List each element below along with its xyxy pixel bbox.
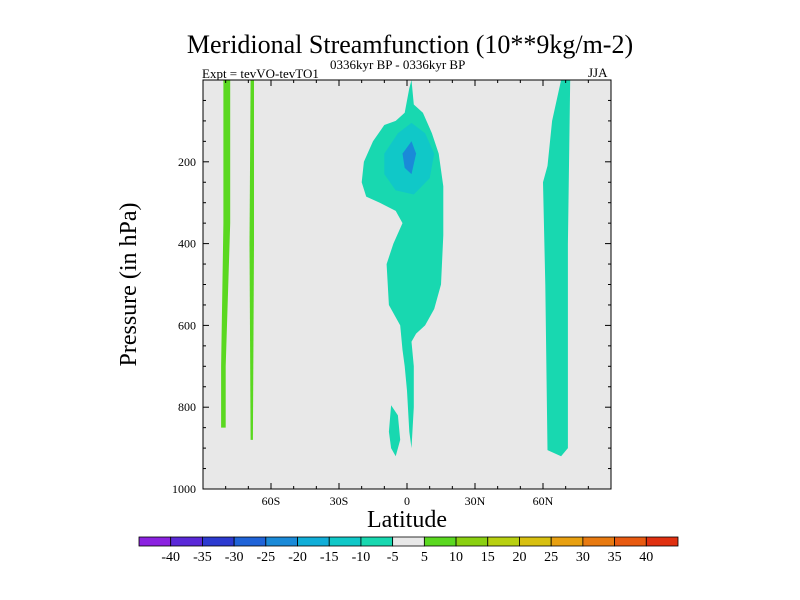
colorbar-label: 20 — [512, 550, 526, 565]
colorbar-swatch — [455, 536, 489, 547]
colorbar-label: 15 — [481, 550, 495, 565]
contour-region-1 — [249, 80, 254, 440]
tick-layer: 60S 30S 0 30N 60N 200 400 600 800 1000 — [172, 80, 611, 508]
y-tick-label: 800 — [178, 400, 196, 414]
colorbar: -40 -35 -30 -25 -20 -15 -10 -5 5 10 15 20 25 30 35 40 — [138, 536, 679, 565]
colorbar-swatch — [138, 536, 172, 547]
colorbar-label: 40 — [639, 550, 653, 565]
colorbar-swatch — [265, 536, 298, 547]
colorbar-label: -35 — [193, 550, 212, 565]
subtitle-right: JJA — [588, 65, 608, 80]
colorbar-label: 30 — [576, 550, 590, 565]
chart-title: Meridional Streamfunction (10**9kg/m-2) — [186, 30, 634, 59]
colorbar-swatch — [233, 536, 267, 547]
colorbar-swatch — [202, 536, 235, 547]
x-tick-label: 60N — [533, 494, 554, 508]
colorbar-swatch — [297, 536, 330, 547]
y-tick-label: 1000 — [172, 482, 196, 496]
colorbar-label: -10 — [352, 550, 371, 565]
contour-region-6 — [402, 141, 417, 175]
colorbar-label: 5 — [421, 550, 428, 565]
colorbar-label: -5 — [387, 550, 399, 565]
colorbar-swatch — [423, 536, 457, 547]
colorbar-label: -25 — [256, 550, 275, 565]
colorbar-label: 25 — [544, 550, 558, 565]
y-tick-label: 600 — [178, 318, 196, 332]
x-tick-label: 0 — [404, 494, 410, 508]
colorbar-swatch — [550, 536, 584, 547]
colorbar-swatch — [170, 536, 203, 547]
y-axis-label: Pressure (in hPa) — [116, 203, 142, 367]
x-tick-label: 30N — [465, 494, 486, 508]
colorbar-swatch — [645, 536, 679, 547]
contour-layer — [221, 80, 571, 457]
y-tick-label: 200 — [178, 155, 196, 169]
colorbar-swatch — [392, 536, 425, 547]
colorbar-label: 35 — [608, 550, 622, 565]
colorbar-swatch — [360, 536, 394, 547]
subtitle-left: Expt = tevVO-tevTO1 — [202, 66, 319, 81]
colorbar-label: -15 — [320, 550, 339, 565]
y-tick-label: 400 — [178, 237, 196, 251]
colorbar-swatch — [487, 536, 520, 547]
x-tick-label: 30S — [330, 494, 349, 508]
colorbar-swatch — [614, 536, 647, 547]
colorbar-label: -20 — [288, 550, 307, 565]
contour-region-2 — [543, 80, 571, 457]
subtitle-center: 0336kyr BP - 0336kyr BP — [330, 57, 466, 72]
colorbar-label: -30 — [225, 550, 244, 565]
x-axis-label: Latitude — [367, 507, 447, 533]
colorbar-swatch — [582, 536, 615, 547]
x-tick-label: 60S — [262, 494, 281, 508]
colorbar-label: 10 — [449, 550, 463, 565]
colorbar-label: -40 — [161, 550, 180, 565]
colorbar-swatch — [519, 536, 552, 547]
contour-region-4 — [388, 405, 401, 457]
colorbar-swatch — [328, 536, 362, 547]
contour-region-0 — [221, 80, 231, 428]
